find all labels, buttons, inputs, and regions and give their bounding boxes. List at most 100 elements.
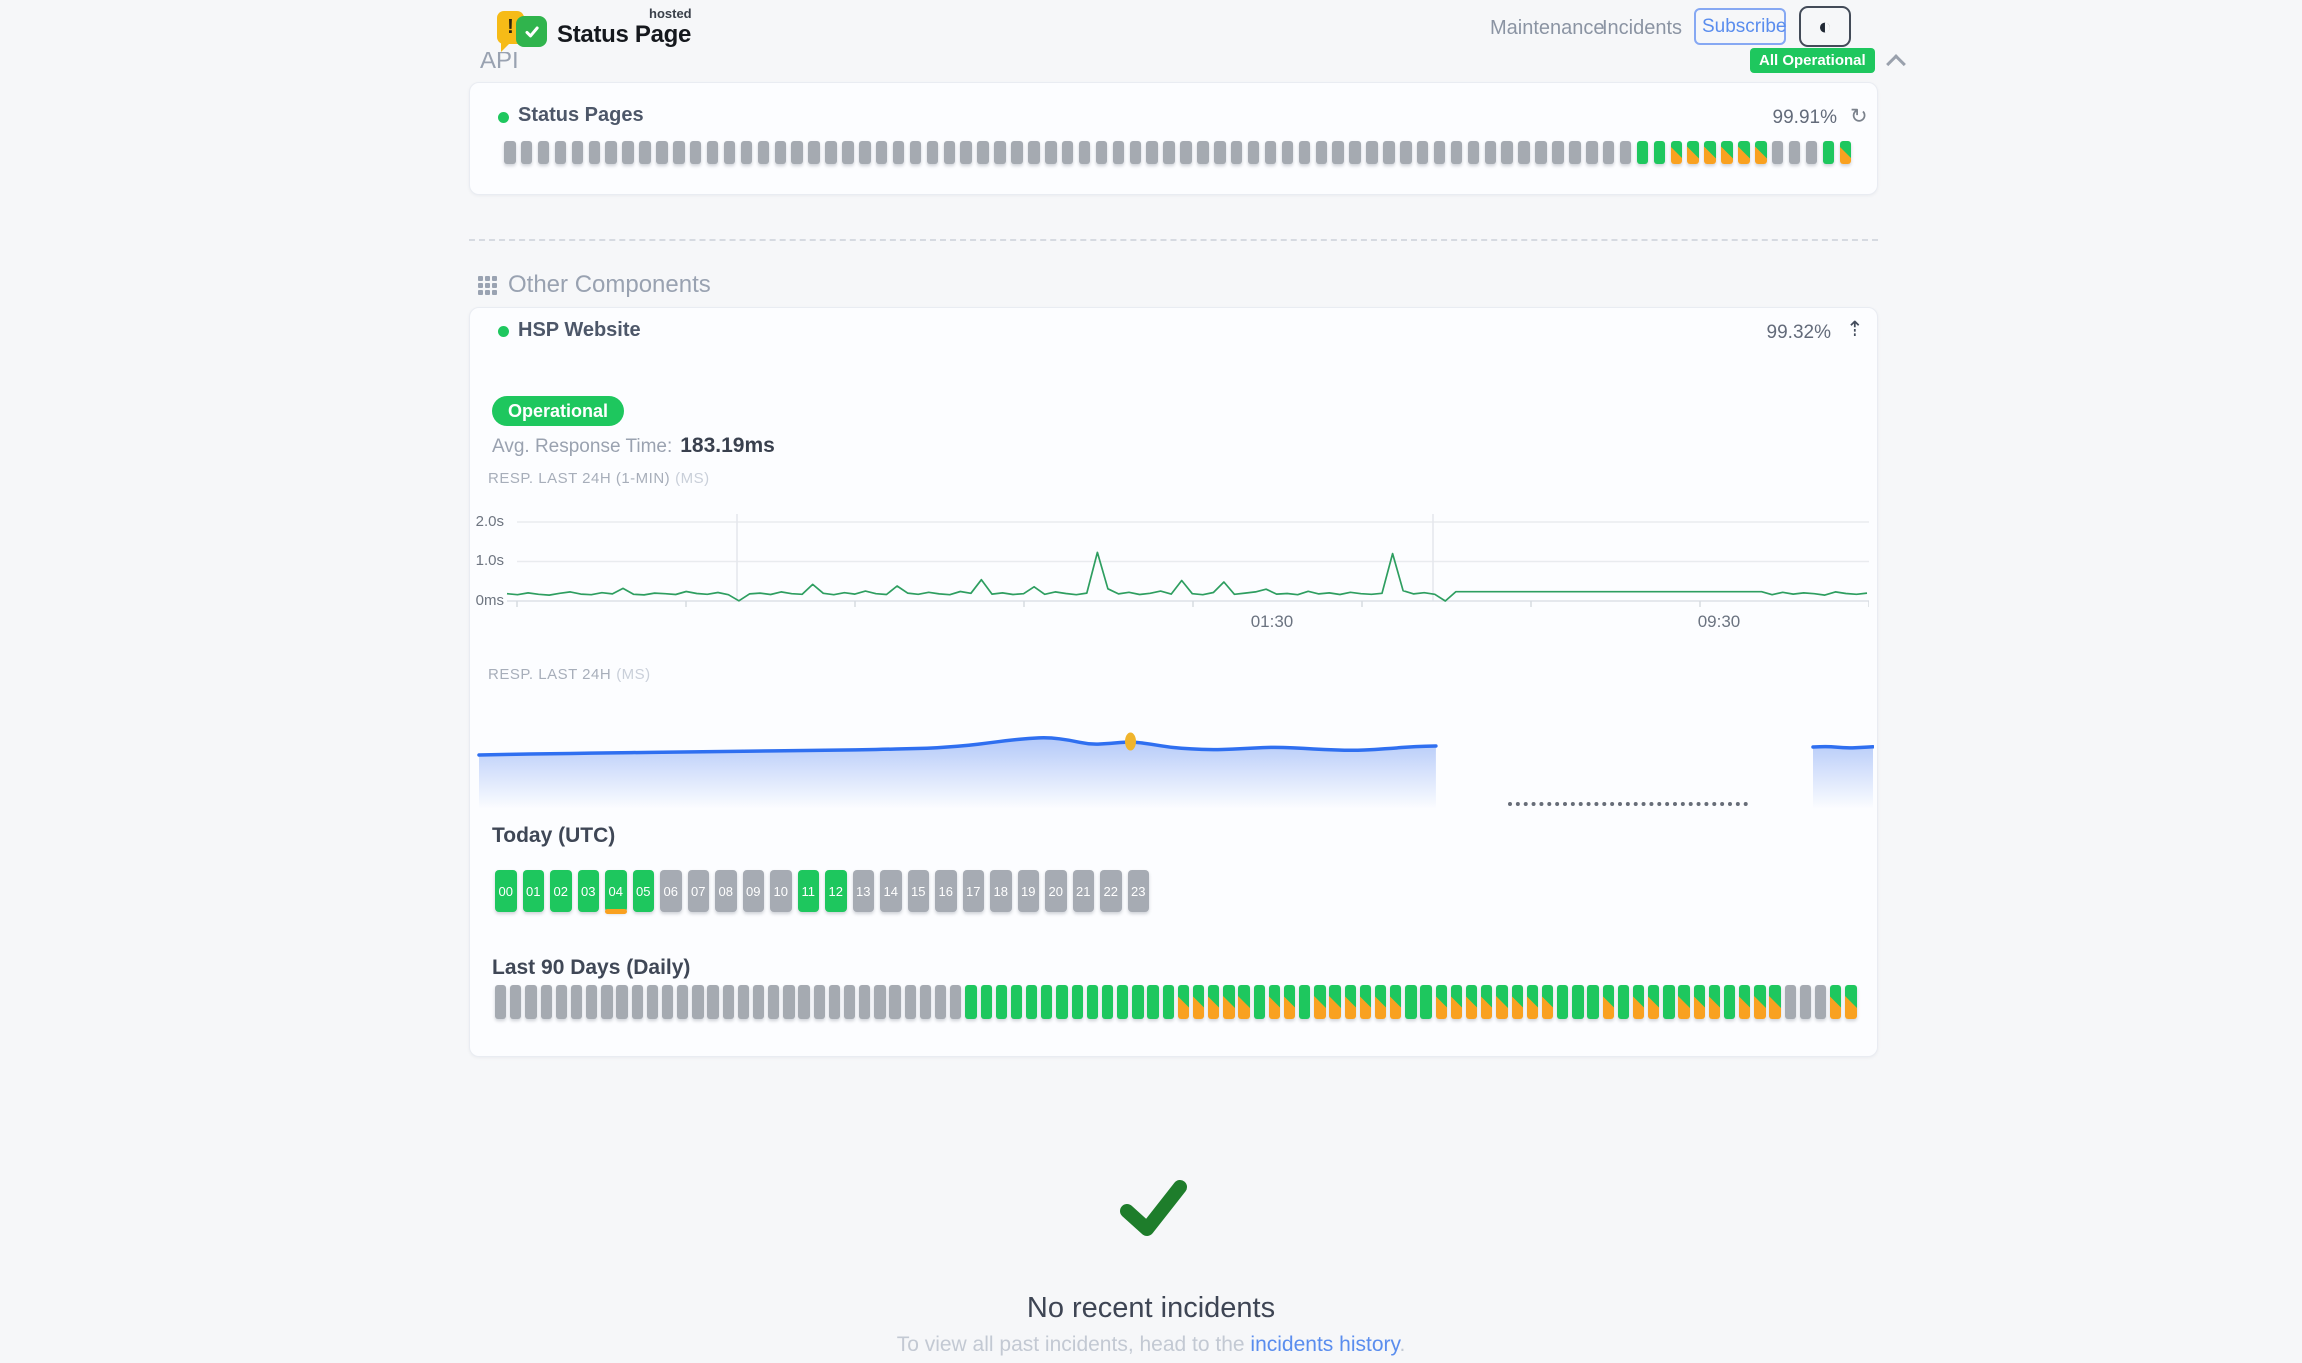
uptime-bar-empty[interactable] [1467,141,1480,164]
uptime-bar-degraded[interactable] [1754,985,1766,1019]
uptime-bar-empty[interactable] [813,985,825,1019]
uptime-bar-operational[interactable] [1299,985,1311,1019]
uptime-bar-empty[interactable] [1450,141,1463,164]
uptime-bar-empty[interactable] [960,141,972,164]
uptime-bar-empty[interactable] [889,985,901,1019]
uptime-bar-empty[interactable] [875,141,888,164]
hour-block-11[interactable]: 11 [797,870,819,912]
uptime-bar-empty[interactable] [1619,141,1632,164]
uptime-bar-empty[interactable] [1163,141,1175,164]
uptime-bar-operational[interactable] [1071,985,1083,1019]
uptime-bar-empty[interactable] [909,141,922,164]
uptime-bar-empty[interactable] [639,141,651,164]
refresh-icon[interactable]: ↻ [1850,105,1868,128]
uptime-bar-degraded[interactable] [1192,985,1205,1019]
uptime-bar-empty[interactable] [1045,141,1057,164]
uptime-bar-empty[interactable] [622,141,634,164]
uptime-bar-degraded[interactable] [1708,985,1721,1019]
uptime-bar-operational[interactable] [1147,985,1159,1019]
hour-block-06[interactable]: 06 [660,870,682,912]
uptime-bar-empty[interactable] [1146,141,1158,164]
uptime-bar-degraded[interactable] [1329,985,1341,1019]
uptime-bar-empty[interactable] [1332,141,1344,164]
uptime-bar-operational[interactable] [1086,985,1098,1019]
uptime-bar-empty[interactable] [723,141,736,164]
uptime-bar-empty[interactable] [601,985,613,1019]
uptime-bar-degraded[interactable] [1769,985,1781,1019]
hour-block-15[interactable]: 15 [907,870,929,912]
uptime-bar-empty[interactable] [1028,141,1040,164]
uptime-bar-empty[interactable] [570,985,583,1019]
uptime-bar-degraded[interactable] [1721,141,1733,164]
uptime-bar-empty[interactable] [1771,141,1784,164]
uptime-bar-operational[interactable] [1132,985,1144,1019]
uptime-bar-empty[interactable] [554,141,567,164]
uptime-bar-empty[interactable] [1315,141,1327,164]
uptime-bar-empty[interactable] [656,141,668,164]
uptime-bar-empty[interactable] [842,141,854,164]
uptime-bar-degraded[interactable] [1648,985,1660,1019]
hour-block-18[interactable]: 18 [990,870,1012,912]
hour-block-07[interactable]: 07 [687,870,709,912]
uptime-bar-empty[interactable] [1095,141,1108,164]
uptime-bar-empty[interactable] [994,141,1006,164]
uptime-bar-empty[interactable] [1416,141,1429,164]
hour-block-20[interactable]: 20 [1045,870,1067,912]
hour-block-05[interactable]: 05 [632,870,654,912]
uptime-bar-empty[interactable] [950,985,962,1019]
uptime-bar-degraded[interactable] [1390,985,1402,1019]
uptime-bar-degraded[interactable] [1208,985,1220,1019]
uptime-bar-degraded[interactable] [1687,141,1699,164]
uptime-bar-operational[interactable] [1617,985,1630,1019]
uptime-bar-degraded[interactable] [1374,985,1387,1019]
hour-block-09[interactable]: 09 [742,870,764,912]
uptime-bar-empty[interactable] [740,141,753,164]
uptime-bar-empty[interactable] [977,141,989,164]
uptime-bar-degraded[interactable] [1314,985,1326,1019]
uptime-bar-degraded[interactable] [1496,985,1508,1019]
uptime-bar-empty[interactable] [774,141,786,164]
theme-toggle-button[interactable]: ◐ [1799,6,1851,47]
uptime-bar-operational[interactable] [1253,985,1265,1019]
uptime-bar-empty[interactable] [692,985,704,1019]
uptime-bar-degraded[interactable] [1678,985,1690,1019]
uptime-bar-empty[interactable] [1569,141,1581,164]
uptime-bar-operational[interactable] [1572,985,1584,1019]
uptime-bar-empty[interactable] [689,141,702,164]
uptime-bar-empty[interactable] [791,141,803,164]
uptime-bar-degraded[interactable] [1481,985,1493,1019]
subscribe-button[interactable]: Subscribe [1694,8,1787,45]
uptime-bar-empty[interactable] [926,141,939,164]
uptime-bar-operational[interactable] [1653,141,1666,164]
uptime-bar-degraded[interactable] [1704,141,1716,164]
uptime-bar-empty[interactable] [1805,141,1818,164]
uptime-bar-degraded[interactable] [1283,985,1296,1019]
hour-block-17[interactable]: 17 [962,870,984,912]
uptime-bar-empty[interactable] [540,985,552,1019]
uptime-bar-empty[interactable] [1484,141,1497,164]
uptime-bar-degraded[interactable] [1632,985,1645,1019]
uptime-bar-operational[interactable] [1636,141,1649,164]
uptime-bar-empty[interactable] [1586,141,1598,164]
uptime-bar-operational[interactable] [1587,985,1599,1019]
uptime-bar-operational[interactable] [1663,985,1675,1019]
uptime-bar-empty[interactable] [707,985,719,1019]
uptime-bar-degraded[interactable] [1268,985,1281,1019]
uptime-bar-empty[interactable] [859,141,871,164]
uptime-bar-empty[interactable] [737,985,750,1019]
uptime-bar-degraded[interactable] [1450,985,1463,1019]
uptime-bar-empty[interactable] [677,985,689,1019]
uptime-bar-degraded[interactable] [1238,985,1250,1019]
uptime-bar-empty[interactable] [1349,141,1361,164]
uptime-bar-empty[interactable] [510,985,522,1019]
uptime-bar-empty[interactable] [646,985,659,1019]
uptime-bar-empty[interactable] [504,141,516,164]
uptime-bar-empty[interactable] [783,985,795,1019]
uptime-bar-empty[interactable] [588,141,601,164]
uptime-bar-degraded[interactable] [1359,985,1372,1019]
hour-block-14[interactable]: 14 [880,870,902,912]
uptime-bar-operational[interactable] [980,985,992,1019]
uptime-bar-operational[interactable] [1723,985,1736,1019]
uptime-bar-degraded[interactable] [1845,985,1857,1019]
nav-maintenance[interactable]: Maintenance [1490,17,1605,39]
